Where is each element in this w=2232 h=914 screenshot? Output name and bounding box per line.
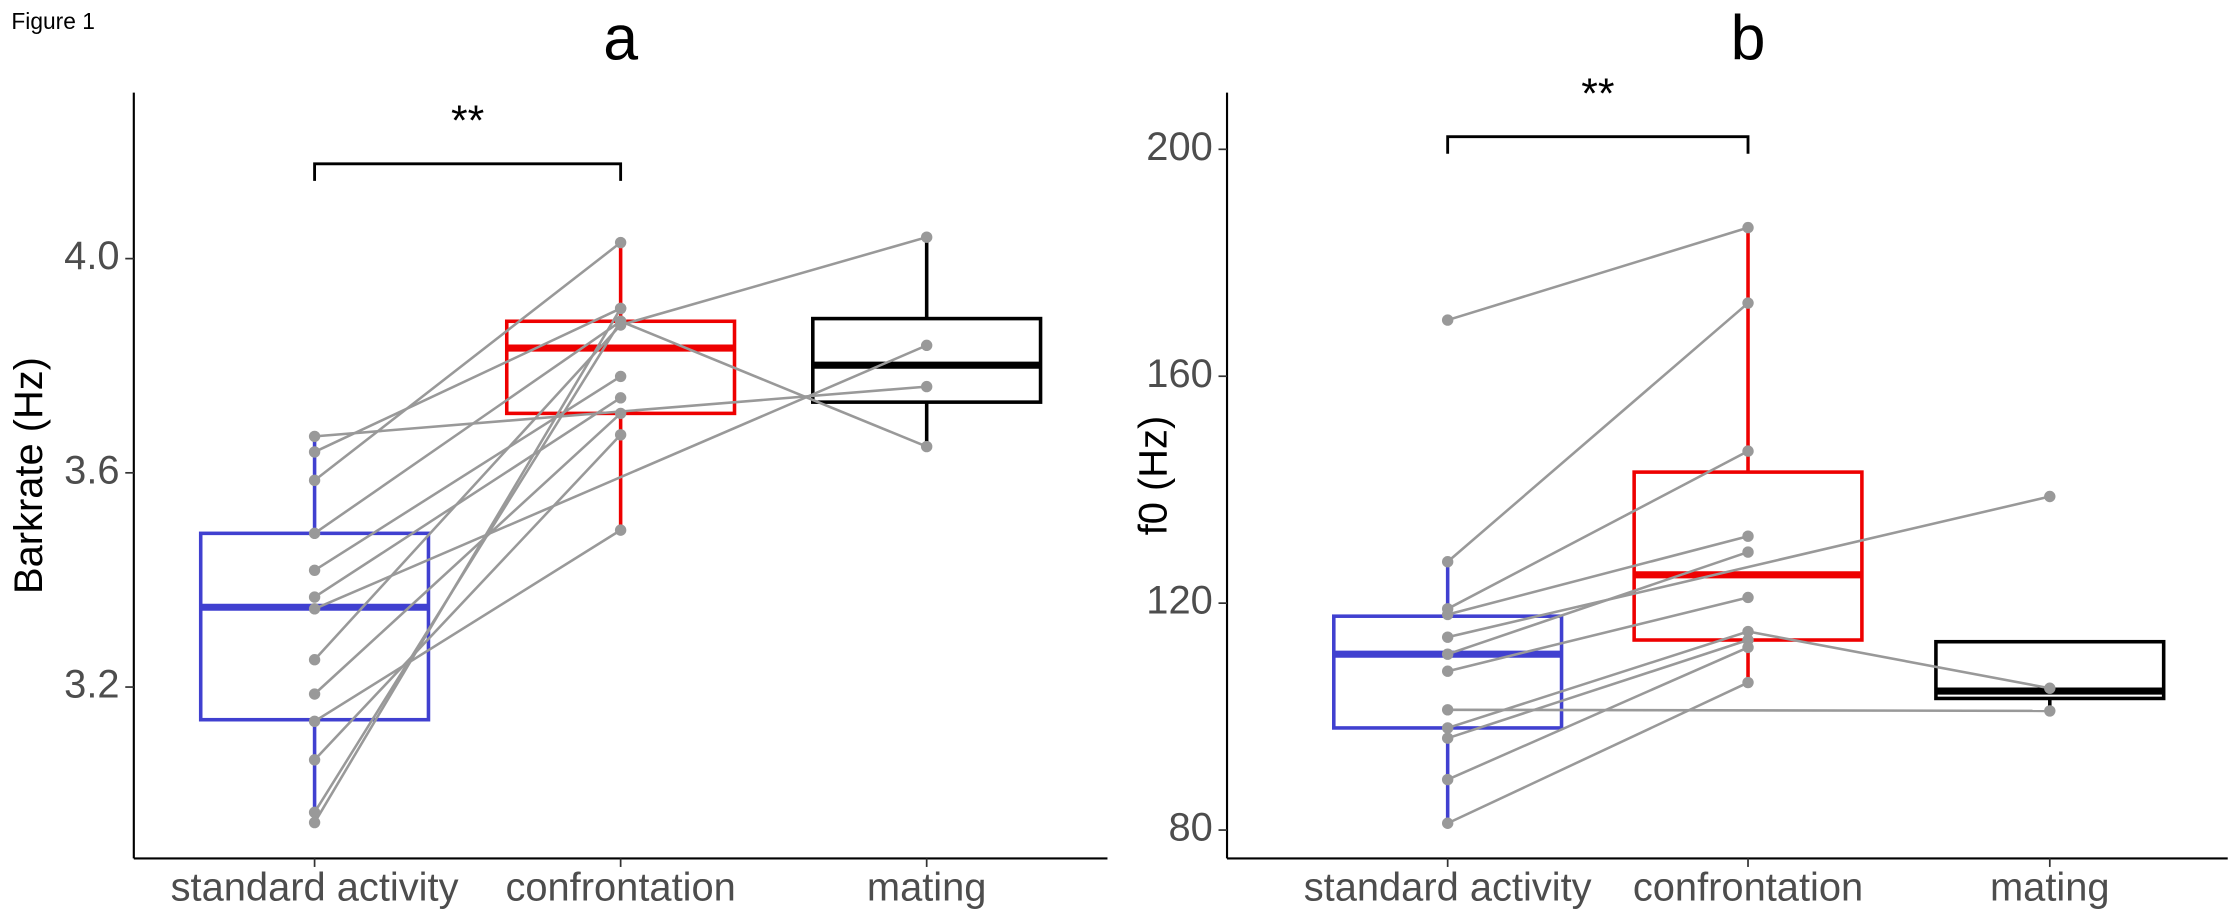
point (1441, 556, 1454, 568)
point (1441, 608, 1454, 621)
pair-line (620, 320, 928, 448)
x-tick-label: standard activity (1304, 865, 1592, 909)
point (308, 446, 321, 458)
pair-line (314, 344, 928, 611)
significance-label: ** (1581, 70, 1614, 118)
point (920, 339, 933, 352)
point (1742, 297, 1754, 309)
pair-line (1447, 449, 1749, 610)
pair-line (1447, 708, 2050, 713)
pair-line (1447, 534, 1749, 616)
point (1742, 546, 1754, 558)
panel-title: a (603, 3, 638, 73)
point (1742, 676, 1754, 689)
pair-line (1447, 596, 1749, 673)
point (920, 440, 933, 453)
point (1441, 665, 1454, 677)
point (1742, 221, 1754, 234)
point (1742, 625, 1754, 638)
y-tick-label: 4.0 (64, 234, 119, 278)
pair-line (313, 396, 622, 599)
y-tick-label: 3.2 (64, 663, 119, 707)
y-axis-label: Barkrate (Hz) (7, 357, 51, 594)
point (308, 654, 321, 666)
pair-line (313, 320, 622, 535)
point (1742, 591, 1754, 604)
point (308, 754, 321, 766)
point (308, 430, 321, 443)
point (1441, 631, 1454, 643)
pair-line (1447, 550, 1749, 656)
x-tick-label: mating (867, 865, 987, 909)
pair-line (1446, 302, 1749, 563)
point (614, 370, 627, 383)
point (1742, 641, 1754, 654)
pair-line (313, 375, 622, 572)
y-tick-label: 120 (1146, 579, 1212, 623)
point (2044, 682, 2056, 694)
y-tick-label: 160 (1146, 352, 1212, 396)
x-tick-label: confrontation (505, 865, 735, 909)
point (308, 591, 321, 603)
point (614, 302, 627, 315)
significance-label: ** (451, 97, 484, 145)
pair-line (313, 412, 622, 695)
point (308, 816, 321, 829)
x-tick-label: confrontation (1633, 865, 1863, 909)
point (614, 315, 627, 327)
point (1441, 704, 1454, 716)
pair-line (1447, 630, 1749, 730)
pair-line (620, 235, 928, 327)
pair-line (313, 324, 622, 661)
y-tick-label: 80 (1168, 806, 1212, 850)
panel-title: b (1731, 3, 1766, 73)
point (1441, 817, 1454, 829)
point (2044, 705, 2056, 717)
point (1441, 648, 1454, 660)
pair-line (313, 529, 622, 723)
x-tick-label: mating (1990, 865, 2110, 909)
box (1934, 639, 2166, 701)
point (920, 231, 933, 243)
point (1441, 722, 1454, 734)
y-tick-label: 3.6 (64, 448, 119, 492)
pair-line (1447, 646, 1749, 781)
point (308, 474, 321, 487)
pair-line (313, 241, 622, 482)
y-tick-label: 200 (1146, 125, 1212, 169)
significance-bracket (1446, 135, 1750, 154)
point (1441, 732, 1454, 744)
point (1441, 314, 1454, 326)
point (614, 524, 627, 536)
pair-line (1747, 630, 2051, 690)
point (308, 806, 321, 819)
pair-line (314, 307, 622, 454)
x-tick-label: standard activity (171, 865, 459, 909)
pair-line (1447, 226, 1749, 322)
pair-line (1447, 638, 1749, 740)
point (614, 407, 627, 420)
point (2044, 490, 2056, 503)
y-axis-label: f0 (Hz) (1131, 416, 1175, 536)
significance-bracket (313, 162, 623, 181)
point (614, 236, 627, 249)
point (1441, 773, 1454, 786)
figure-label: Figure 1 (11, 8, 95, 34)
point (308, 715, 321, 728)
point (308, 527, 321, 540)
point (308, 603, 321, 615)
point (308, 564, 321, 576)
point (1742, 530, 1754, 542)
point (308, 688, 321, 700)
pair-line (313, 307, 622, 824)
pair-line (1447, 681, 1749, 825)
pair-line (313, 433, 622, 761)
point (614, 429, 627, 441)
pair-line (1447, 495, 2051, 639)
point (920, 380, 933, 393)
point (1742, 445, 1754, 457)
point (614, 392, 627, 404)
box (811, 316, 1043, 404)
